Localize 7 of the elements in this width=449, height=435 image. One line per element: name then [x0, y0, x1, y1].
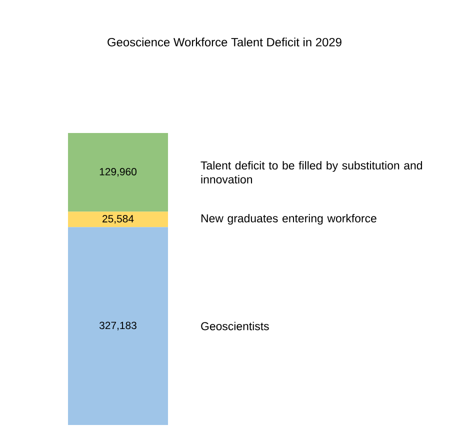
text: Talent deficit to be filled by substitution and innovation [200, 161, 422, 184]
data-label: 129,960 [100, 168, 136, 177]
text: Geoscience Workforce Talent Deficit in 2029 [108, 38, 342, 46]
text: Geoscientists [201, 322, 269, 330]
text: New graduates entering workforce [201, 214, 376, 225]
data-label: 327,183 [99, 322, 136, 330]
data-label: 25,584 [102, 215, 134, 224]
